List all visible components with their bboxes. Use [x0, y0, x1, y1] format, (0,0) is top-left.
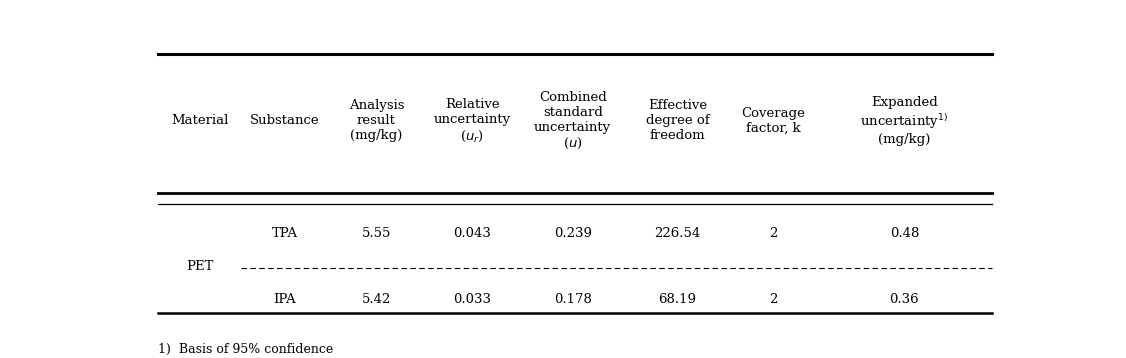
- Text: TPA: TPA: [271, 227, 297, 240]
- Text: 5.42: 5.42: [361, 293, 391, 306]
- Text: Analysis
result
(mg/kg): Analysis result (mg/kg): [349, 99, 404, 142]
- Text: 0.239: 0.239: [554, 227, 591, 240]
- Text: Expanded
uncertainty$^{1)}$
(mg/kg): Expanded uncertainty$^{1)}$ (mg/kg): [860, 96, 948, 146]
- Text: Coverage
factor, k: Coverage factor, k: [742, 107, 805, 135]
- Text: Combined
standard
uncertainty
($u$): Combined standard uncertainty ($u$): [534, 91, 611, 151]
- Text: 2: 2: [769, 227, 778, 240]
- Text: PET: PET: [186, 260, 213, 273]
- Text: 68.19: 68.19: [659, 293, 696, 306]
- Text: Effective
degree of
freedom: Effective degree of freedom: [645, 99, 709, 142]
- Text: 0.033: 0.033: [454, 293, 491, 306]
- Text: 0.043: 0.043: [454, 227, 491, 240]
- Text: IPA: IPA: [274, 293, 296, 306]
- Text: 0.178: 0.178: [554, 293, 591, 306]
- Text: 0.48: 0.48: [890, 227, 919, 240]
- Text: 226.54: 226.54: [654, 227, 700, 240]
- Text: Substance: Substance: [250, 114, 320, 127]
- Text: Relative
uncertainty
($u_r$): Relative uncertainty ($u_r$): [434, 98, 511, 144]
- Text: 2: 2: [769, 293, 778, 306]
- Text: 1)  Basis of 95% confidence: 1) Basis of 95% confidence: [158, 343, 333, 357]
- Text: 5.55: 5.55: [361, 227, 391, 240]
- Text: Material: Material: [171, 114, 229, 127]
- Text: 0.36: 0.36: [890, 293, 919, 306]
